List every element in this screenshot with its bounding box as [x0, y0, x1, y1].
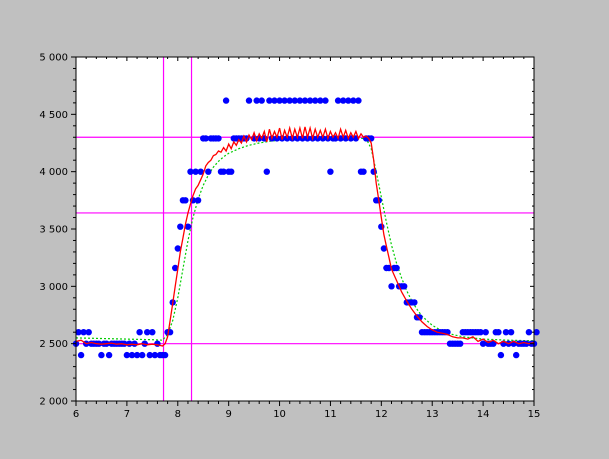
- data-point: [182, 197, 189, 204]
- data-point: [139, 351, 146, 359]
- data-point: [215, 135, 222, 142]
- data-point: [205, 168, 212, 175]
- data-point: [477, 329, 484, 336]
- data-point: [525, 329, 533, 336]
- data-point: [161, 351, 169, 359]
- data-point: [380, 245, 388, 252]
- data-point: [345, 97, 352, 104]
- data-point: [355, 97, 362, 104]
- data-point: [194, 197, 202, 204]
- data-point: [144, 329, 151, 336]
- data-point: [128, 351, 136, 359]
- data-point: [276, 97, 283, 104]
- x-tick-label: 11: [324, 409, 337, 420]
- data-point: [197, 168, 204, 175]
- data-point: [245, 97, 253, 104]
- data-point: [75, 329, 82, 336]
- x-tick-label: 9: [225, 409, 231, 420]
- data-point: [497, 351, 505, 359]
- data-point: [77, 351, 85, 359]
- y-tick-label: 3 500: [39, 225, 68, 236]
- x-tick-label: 10: [273, 409, 286, 420]
- series-dotted-line: [76, 137, 534, 342]
- data-point: [322, 97, 329, 104]
- data-point: [281, 97, 288, 104]
- data-point: [507, 329, 515, 336]
- data-point: [533, 329, 540, 336]
- data-point: [296, 97, 304, 104]
- data-point: [192, 168, 199, 175]
- data-point: [360, 168, 367, 175]
- y-tick-label: 4 000: [39, 167, 68, 178]
- data-point: [133, 351, 141, 359]
- data-point: [388, 283, 395, 290]
- data-point: [174, 245, 181, 252]
- data-point: [286, 97, 293, 104]
- data-point: [85, 329, 92, 336]
- x-tick-label: 14: [477, 409, 490, 420]
- data-point: [393, 264, 400, 272]
- green-dotted-series: [76, 137, 534, 342]
- data-point: [202, 135, 209, 142]
- data-point: [513, 351, 520, 359]
- data-point: [457, 340, 464, 347]
- data-point: [146, 351, 153, 359]
- x-tick-label: 7: [124, 409, 130, 420]
- data-point: [253, 97, 260, 104]
- data-point: [306, 97, 314, 104]
- y-tick-label: 5 000: [39, 53, 68, 64]
- x-tick-label: 12: [375, 409, 388, 420]
- data-point: [105, 351, 113, 359]
- data-point: [291, 97, 298, 104]
- data-point: [317, 97, 324, 104]
- data-point: [479, 340, 487, 347]
- data-point: [149, 329, 156, 336]
- y-tick-label: 3 000: [39, 282, 68, 293]
- data-point: [123, 351, 131, 359]
- data-point: [151, 351, 159, 359]
- data-point: [350, 97, 357, 104]
- data-point: [401, 283, 408, 290]
- data-point: [266, 97, 273, 104]
- data-point: [187, 168, 194, 175]
- data-point: [490, 340, 497, 347]
- data-point: [263, 168, 270, 175]
- data-point: [222, 97, 230, 104]
- data-point: [220, 168, 227, 175]
- data-point: [370, 168, 377, 175]
- series-line: [76, 125, 534, 347]
- data-point: [482, 329, 489, 336]
- data-point: [80, 329, 87, 336]
- data-point: [495, 329, 502, 336]
- y-tick-label: 2 500: [39, 339, 68, 350]
- data-point: [416, 314, 423, 321]
- data-point: [172, 264, 179, 272]
- x-tick-label: 6: [73, 409, 79, 420]
- data-point: [271, 97, 278, 104]
- red-line-series: [76, 125, 534, 347]
- plot-area: [76, 57, 534, 401]
- data-point: [334, 97, 342, 104]
- x-tick-label: 13: [426, 409, 439, 420]
- axes: 6 7 8 9 10 11 12 13 14 15 2 000 2 500 3 000 3 500 4 00…: [39, 53, 540, 421]
- x-tick-label: 15: [528, 409, 541, 420]
- y-tick-label: 2 000: [39, 397, 68, 408]
- data-point: [411, 299, 418, 306]
- data-point: [98, 351, 105, 359]
- data-point: [258, 97, 265, 104]
- x-tick-label: 8: [175, 409, 181, 420]
- data-point: [327, 168, 334, 175]
- data-point: [177, 223, 184, 230]
- data-point: [136, 329, 143, 336]
- data-point: [184, 223, 192, 230]
- data-point: [312, 97, 319, 104]
- data-point: [340, 97, 347, 104]
- data-point: [228, 168, 235, 175]
- data-point: [502, 329, 510, 336]
- y-tick-label: 4 500: [39, 110, 68, 121]
- data-point: [301, 97, 309, 104]
